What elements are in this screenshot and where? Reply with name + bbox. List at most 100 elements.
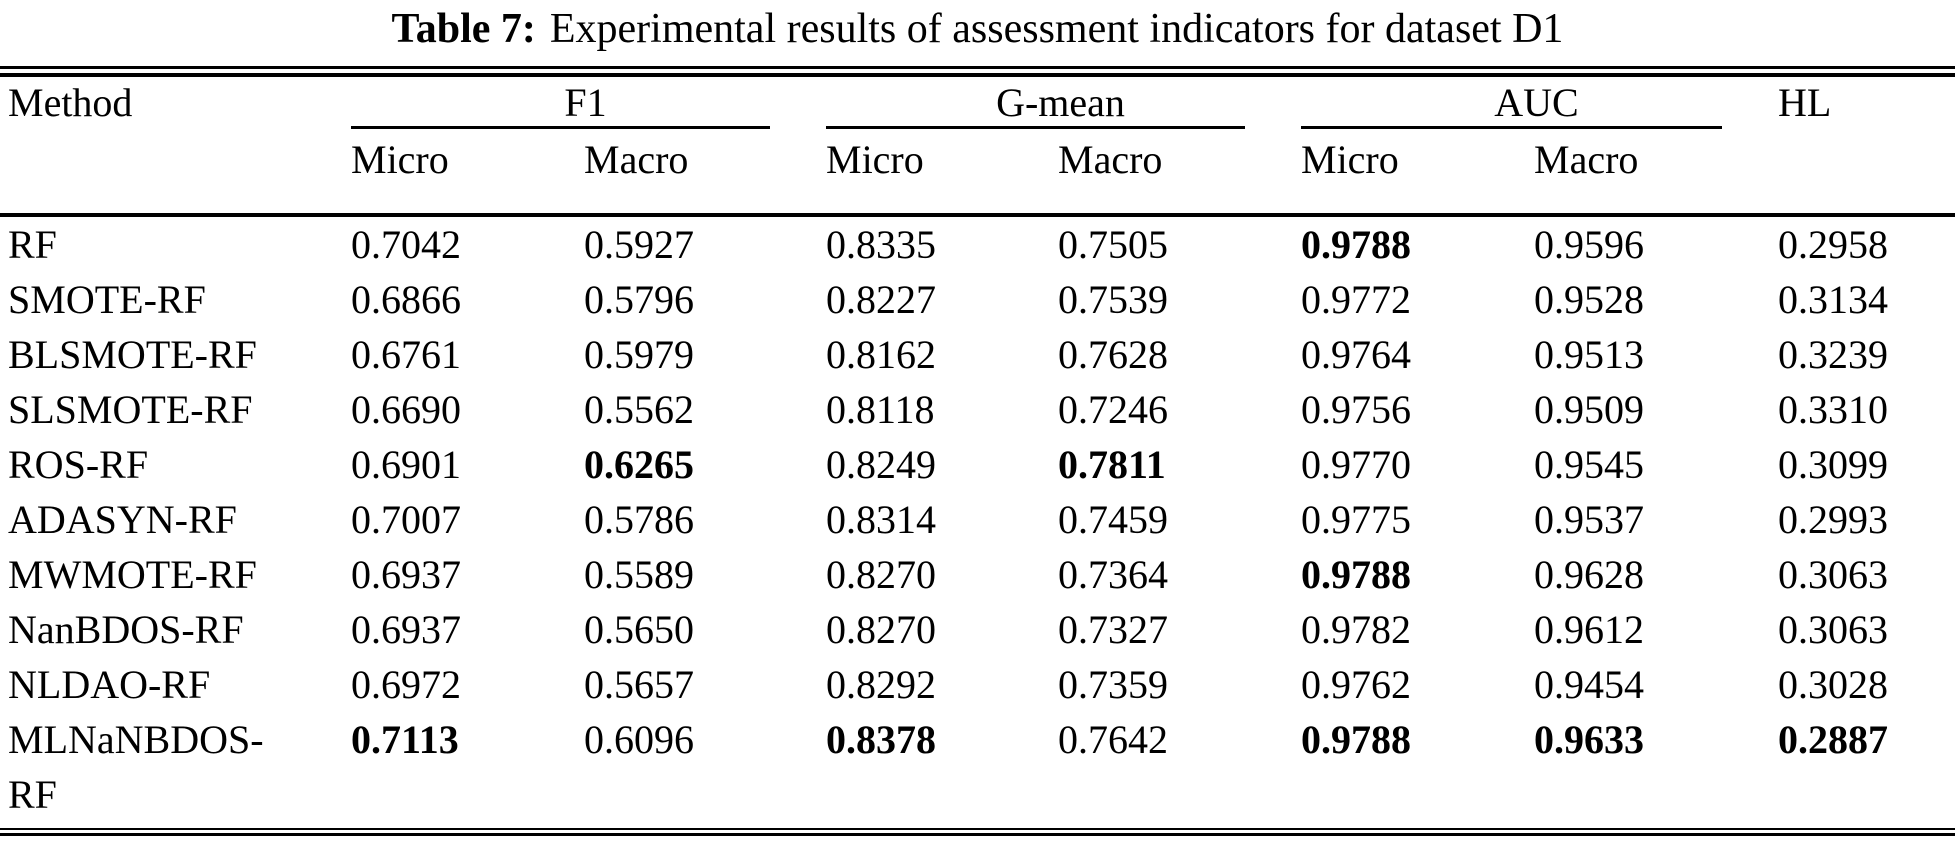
- value-cell: 0.8118: [826, 387, 935, 432]
- method-label: MWMOTE-RF: [8, 552, 257, 597]
- value-cell: 0.5979: [584, 332, 694, 377]
- method-label: MLNaNBDOS-RF: [8, 717, 264, 817]
- value-cell: 0.5927: [584, 222, 694, 267]
- value-cell: 0.7505: [1058, 222, 1168, 267]
- method-cell: BLSMOTE-RF: [0, 327, 345, 382]
- value-cell: 0.9612: [1534, 607, 1644, 652]
- value-cell: 0.9756: [1301, 387, 1411, 432]
- value-cell: 0.7246: [1058, 387, 1168, 432]
- value-cell: 0.6901: [351, 442, 461, 487]
- group-header-auc: AUC: [1295, 77, 1772, 129]
- value-cell: 0.7811: [1058, 442, 1166, 487]
- value-cell: 0.3099: [1778, 442, 1888, 487]
- value-cell: 0.6690: [351, 387, 461, 432]
- group-header-gmean-label: G-mean: [996, 80, 1125, 125]
- cmidrule-auc: [1301, 126, 1722, 129]
- table-row: BLSMOTE-RF 0.6761 0.5979 0.8162 0.7628 0.9764…: [0, 327, 1955, 382]
- value-cell: 0.3310: [1778, 387, 1888, 432]
- value-cell: 0.9454: [1534, 662, 1644, 707]
- value-cell: 0.5650: [584, 607, 694, 652]
- value-cell: 0.5786: [584, 497, 694, 542]
- method-cell: MLNaNBDOS-RF: [0, 712, 345, 822]
- value-cell: 0.6265: [584, 442, 694, 487]
- value-cell: 0.2958: [1778, 222, 1888, 267]
- value-cell: 0.5562: [584, 387, 694, 432]
- method-cell: ROS-RF: [0, 437, 345, 492]
- table-title: Table 7: Experimental results of assessme…: [0, 0, 1955, 66]
- method-cell: NLDAO-RF: [0, 657, 345, 712]
- header-rule: [0, 213, 1955, 217]
- value-cell: 0.6937: [351, 552, 461, 597]
- value-cell: 0.6096: [584, 717, 694, 762]
- method-label: RF: [8, 222, 57, 267]
- value-cell: 0.9596: [1534, 222, 1644, 267]
- table-title-label: Table 7:: [391, 6, 536, 52]
- value-cell: 0.7113: [351, 717, 459, 762]
- subheader-auc-macro: Macro: [1534, 137, 1639, 182]
- value-cell: 0.8292: [826, 662, 936, 707]
- method-label: BLSMOTE-RF: [8, 332, 257, 377]
- value-cell: 0.9513: [1534, 332, 1644, 377]
- value-cell: 0.7327: [1058, 607, 1168, 652]
- group-header-f1-label: F1: [564, 80, 607, 125]
- table-title-text: Experimental results of assessment indic…: [549, 6, 1564, 52]
- value-cell: 0.9788: [1301, 552, 1411, 597]
- header-row-subcolumns: Micro Macro Micro Macro Micro Macro: [0, 133, 1955, 213]
- value-cell: 0.9770: [1301, 442, 1411, 487]
- value-cell: 0.5589: [584, 552, 694, 597]
- method-cell: MWMOTE-RF: [0, 547, 345, 602]
- group-header-auc-label: AUC: [1494, 80, 1579, 125]
- value-cell: 0.9762: [1301, 662, 1411, 707]
- value-cell: 0.9628: [1534, 552, 1644, 597]
- table-body: RF 0.7042 0.5927 0.8335 0.7505 0.9788 0.9596 0.…: [0, 217, 1955, 822]
- table-row: SLSMOTE-RF 0.6690 0.5562 0.8118 0.7246 0.9756…: [0, 382, 1955, 437]
- value-cell: 0.9788: [1301, 717, 1411, 762]
- top-rule: [0, 66, 1955, 77]
- table-row: MWMOTE-RF 0.6937 0.5589 0.8270 0.7364 0.9788 0…: [0, 547, 1955, 602]
- value-cell: 0.3239: [1778, 332, 1888, 377]
- value-cell: 0.8270: [826, 552, 936, 597]
- value-cell: 0.8335: [826, 222, 936, 267]
- table-row: ADASYN-RF 0.7007 0.5786 0.8314 0.7459 0.9775 0…: [0, 492, 1955, 547]
- table-row: NanBDOS-RF 0.6937 0.5650 0.8270 0.7327 0.9782…: [0, 602, 1955, 657]
- value-cell: 0.7628: [1058, 332, 1168, 377]
- value-cell: 0.7359: [1058, 662, 1168, 707]
- method-cell: ADASYN-RF: [0, 492, 345, 547]
- group-header-f1: F1: [345, 77, 820, 129]
- table-row: NLDAO-RF 0.6972 0.5657 0.8292 0.7359 0.9762 0.…: [0, 657, 1955, 712]
- value-cell: 0.9788: [1301, 222, 1411, 267]
- table-row: MLNaNBDOS-RF 0.7113 0.6096 0.8378 0.7642 0.97…: [0, 712, 1955, 822]
- table-row: SMOTE-RF 0.6866 0.5796 0.8227 0.7539 0.9772 0.…: [0, 272, 1955, 327]
- cmidrule-gmean: [826, 126, 1245, 129]
- value-cell: 0.9772: [1301, 277, 1411, 322]
- subheader-f1-micro: Micro: [351, 137, 449, 182]
- method-label: NLDAO-RF: [8, 662, 211, 707]
- method-cell: SMOTE-RF: [0, 272, 345, 327]
- value-cell: 0.8162: [826, 332, 936, 377]
- value-cell: 0.6972: [351, 662, 461, 707]
- subheader-f1-macro: Macro: [584, 137, 689, 182]
- value-cell: 0.3063: [1778, 552, 1888, 597]
- group-header-gmean: G-mean: [820, 77, 1295, 129]
- value-cell: 0.9782: [1301, 607, 1411, 652]
- table-row: RF 0.7042 0.5927 0.8335 0.7505 0.9788 0.9596 0.…: [0, 217, 1955, 272]
- value-cell: 0.8270: [826, 607, 936, 652]
- value-cell: 0.9775: [1301, 497, 1411, 542]
- value-cell: 0.8378: [826, 717, 936, 762]
- value-cell: 0.7042: [351, 222, 461, 267]
- method-cell: SLSMOTE-RF: [0, 382, 345, 437]
- header-row-groups: Method F1 G-mean AUC HL: [0, 77, 1955, 133]
- value-cell: 0.9537: [1534, 497, 1644, 542]
- value-cell: 0.9528: [1534, 277, 1644, 322]
- value-cell: 0.9633: [1534, 717, 1644, 762]
- value-cell: 0.7459: [1058, 497, 1168, 542]
- value-cell: 0.8227: [826, 277, 936, 322]
- method-label: SMOTE-RF: [8, 277, 206, 322]
- column-header-hl: HL: [1778, 80, 1832, 125]
- method-label: ROS-RF: [8, 442, 149, 487]
- column-header-method: Method: [8, 80, 133, 125]
- value-cell: 0.9545: [1534, 442, 1644, 487]
- value-cell: 0.6761: [351, 332, 461, 377]
- bottom-rule: [0, 828, 1955, 836]
- value-cell: 0.8249: [826, 442, 936, 487]
